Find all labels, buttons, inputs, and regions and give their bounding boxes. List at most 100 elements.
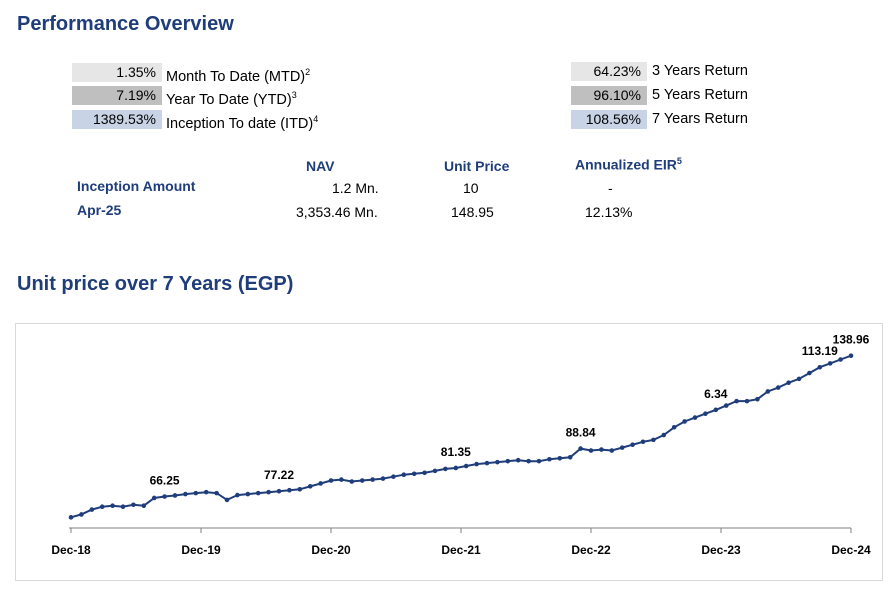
data-point — [131, 502, 136, 508]
data-point — [775, 385, 781, 390]
data-point — [515, 457, 521, 463]
data-point — [370, 477, 375, 482]
data-point — [443, 466, 448, 472]
data-point — [848, 353, 854, 358]
data-point — [547, 456, 552, 462]
x-tick-label: Dec-23 — [701, 543, 741, 557]
data-label: 113.19 — [802, 344, 838, 358]
data-point — [588, 448, 594, 453]
data-point — [796, 376, 802, 382]
inception-nav-value: 1.2 Mn. — [332, 180, 379, 196]
data-point — [838, 357, 843, 362]
data-point — [495, 459, 500, 465]
x-tick-label: Dec-20 — [311, 543, 351, 557]
data-point — [255, 490, 261, 496]
three-year-value-box: 64.23% — [571, 62, 647, 81]
data-point — [599, 447, 604, 452]
data-label: 81.35 — [441, 445, 471, 459]
data-point — [162, 494, 167, 499]
mtd-value-box: 1.35% — [72, 63, 162, 82]
unit-price-header: Unit Price — [444, 158, 510, 174]
data-point — [619, 445, 625, 450]
chart-title: Unit price over 7 Years (EGP) — [17, 273, 294, 295]
data-point — [661, 432, 667, 438]
data-label: 88.84 — [566, 426, 596, 440]
itd-value-box: 1389.53% — [72, 110, 162, 129]
chart-frame: Dec-18 Dec-19 Dec-20 Dec-21 Dec-22 Dec-23 Dec-… — [15, 323, 883, 581]
data-point — [609, 448, 615, 453]
data-point — [287, 487, 292, 493]
data-point — [567, 455, 573, 460]
data-point — [536, 458, 542, 464]
performance-overview-title: Performance Overview — [17, 13, 234, 35]
ytd-value-box: 7.19% — [72, 86, 162, 105]
data-point — [484, 460, 490, 466]
data-label: 138.96 — [833, 333, 870, 347]
data-point — [723, 403, 729, 408]
data-point — [651, 437, 656, 443]
data-point — [744, 398, 750, 404]
three-year-label: 3 Years Return — [652, 63, 748, 79]
data-point — [505, 458, 511, 464]
data-point — [79, 512, 84, 517]
x-tick-label: Dec-22 — [571, 543, 611, 557]
data-point — [349, 479, 355, 484]
data-point — [640, 439, 646, 445]
data-point — [151, 495, 157, 501]
data-point — [765, 389, 771, 394]
data-point — [380, 476, 386, 481]
data-point — [411, 471, 417, 477]
data-point — [557, 455, 563, 461]
data-point — [682, 419, 687, 424]
data-point — [99, 504, 105, 509]
data-point — [339, 477, 344, 482]
data-label: 77.22 — [264, 468, 294, 482]
data-point — [703, 411, 708, 417]
data-label: 6.34 — [704, 387, 728, 401]
apr-25-nav-value: 3,353.46 Mn. — [296, 204, 378, 220]
data-point — [817, 364, 823, 370]
data-point — [193, 490, 199, 496]
data-label: 66.25 — [150, 474, 180, 488]
data-point — [526, 458, 531, 464]
data-point — [401, 472, 407, 478]
inception-amount-label: Inception Amount — [77, 178, 196, 194]
seven-year-label: 7 Years Return — [652, 111, 748, 127]
x-tick-label: Dec-19 — [181, 543, 221, 557]
data-point — [318, 481, 323, 486]
data-point — [453, 465, 459, 471]
ytd-label: Year To Date (YTD)3 — [166, 90, 297, 108]
data-point — [755, 396, 760, 402]
data-point — [432, 468, 438, 474]
data-point — [120, 504, 126, 509]
data-point — [807, 370, 812, 376]
data-point — [578, 446, 583, 451]
apr-25-eir-value: 12.13% — [585, 204, 633, 220]
data-point — [68, 515, 74, 520]
data-point — [422, 470, 427, 476]
data-point — [224, 497, 230, 503]
x-tick-label: Dec-21 — [441, 543, 481, 557]
five-year-label: 5 Years Return — [652, 87, 748, 103]
data-point — [266, 489, 271, 495]
data-point — [172, 493, 178, 498]
data-point — [671, 424, 677, 430]
eir-header: Annualized EIR5 — [575, 156, 682, 173]
data-point — [734, 398, 739, 404]
unit-price-line-chart: Dec-18 Dec-19 Dec-20 Dec-21 Dec-22 Dec-23 Dec-… — [51, 333, 871, 557]
nav-header: NAV — [306, 158, 335, 174]
apr-25-label: Apr-25 — [77, 202, 122, 218]
data-point — [110, 503, 115, 509]
x-tick-label: Dec-24 — [831, 543, 871, 557]
data-point — [276, 488, 282, 494]
five-year-value-box: 96.10% — [571, 86, 647, 105]
inception-eir-value: - — [608, 180, 613, 196]
inception-unit-price-value: 10 — [463, 180, 479, 196]
data-point — [203, 489, 209, 495]
data-point — [827, 361, 833, 366]
data-point — [786, 380, 791, 386]
data-point — [183, 491, 188, 497]
data-point — [474, 461, 479, 467]
data-point — [235, 492, 240, 498]
seven-year-value-box: 108.56% — [571, 110, 647, 129]
